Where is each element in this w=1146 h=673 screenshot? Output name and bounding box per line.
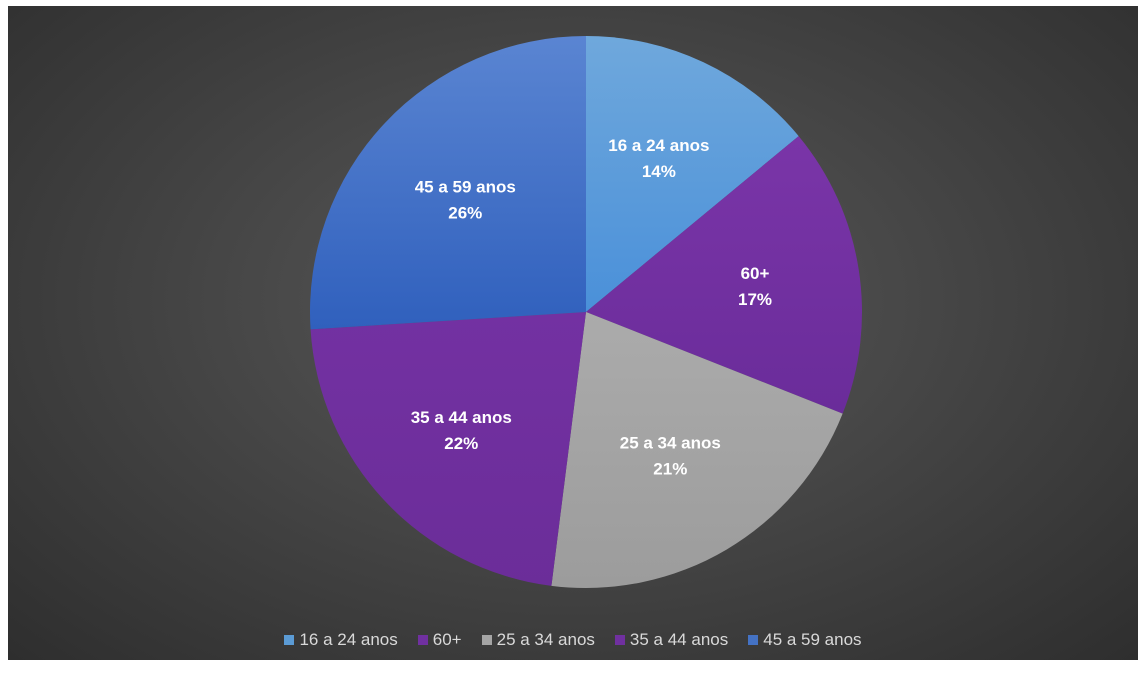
legend-item-4: 45 a 59 anos	[748, 630, 862, 650]
pie-slice-4	[310, 36, 586, 330]
slice-percent-label-1: 17%	[738, 290, 772, 309]
legend-label-4: 45 a 59 anos	[763, 630, 862, 649]
slice-percent-label-0: 14%	[642, 162, 676, 181]
pie-chart: 16 a 24 anos 14% 60+ 17% 25 a 34 anos 21% 35 a…	[310, 36, 862, 588]
legend-label-3: 35 a 44 anos	[629, 630, 729, 649]
slice-percent-label-4: 26%	[448, 204, 482, 223]
legend: 16 a 24 anos 60+ 25 a 34 anos 35 a 44 anos 4…	[8, 626, 1138, 654]
legend-item-0: 16 a 24 anos	[284, 630, 398, 650]
slice-category-label-3: 35 a 44 anos	[411, 408, 512, 427]
slice-category-label-2: 25 a 34 anos	[620, 434, 721, 453]
chart-area: 16 a 24 anos 14% 60+ 17% 25 a 34 anos 21% 35 a…	[8, 6, 1138, 660]
slice-category-label-0: 16 a 24 anos	[608, 136, 709, 155]
pie-slice-2	[551, 312, 843, 588]
slice-percent-label-2: 21%	[653, 460, 687, 479]
slice-category-label-4: 45 a 59 anos	[415, 178, 516, 197]
legend-item-1: 60+	[417, 630, 462, 650]
pie-data-labels: 16 a 24 anos 14% 60+ 17% 25 a 34 anos 21% 35 a…	[411, 136, 772, 478]
legend-label-0: 16 a 24 anos	[299, 630, 398, 649]
pie-slice-0	[586, 36, 799, 312]
legend-item-3: 35 a 44 anos	[614, 630, 729, 650]
pie-slice-3	[310, 312, 586, 586]
slice-percent-label-3: 22%	[444, 434, 478, 453]
pie-slices	[310, 36, 862, 588]
legend-label-2: 25 a 34 anos	[496, 630, 595, 649]
legend-swatch-2	[481, 635, 492, 645]
legend-swatch-3	[614, 635, 625, 645]
legend-swatch-1	[417, 635, 428, 645]
legend-item-2: 25 a 34 anos	[481, 630, 595, 650]
legend-label-1: 60+	[432, 630, 462, 649]
legend-swatch-0	[284, 635, 295, 645]
legend-swatch-4	[748, 635, 759, 645]
slice-category-label-1: 60+	[741, 264, 770, 283]
pie-slice-1	[586, 136, 862, 414]
